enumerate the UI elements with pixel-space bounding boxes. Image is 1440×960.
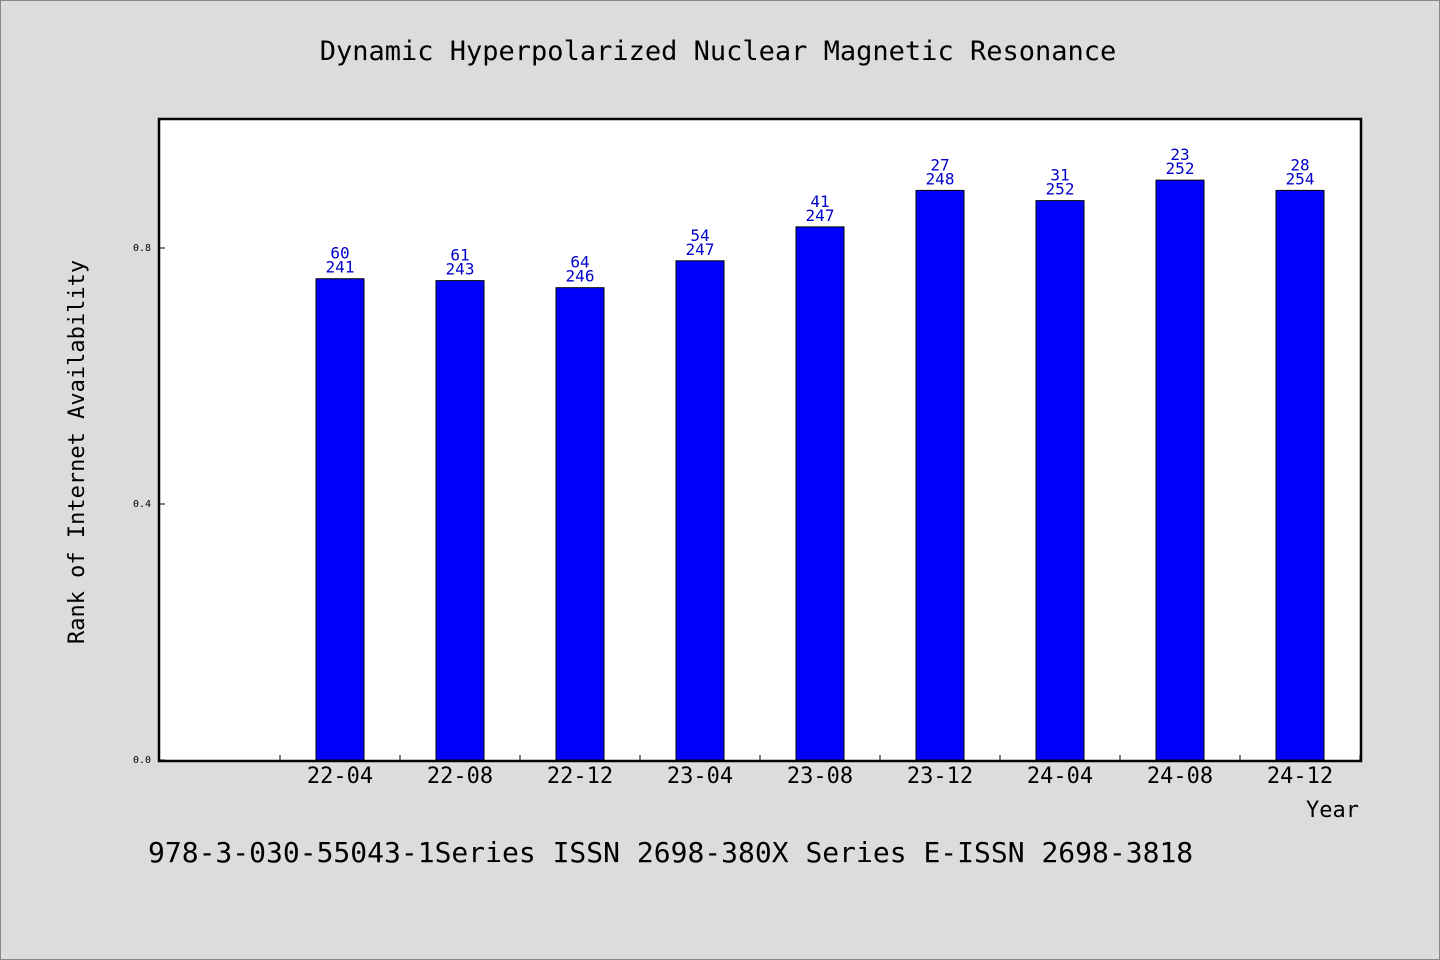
bar	[675, 260, 725, 761]
y-tick-label: 0.4	[133, 499, 151, 510]
bar-label-top: 64	[570, 253, 589, 272]
bar	[1155, 179, 1205, 761]
y-tick-label: 0.8	[133, 243, 151, 254]
bar	[795, 226, 845, 761]
bar-label-bottom: 241	[326, 258, 355, 277]
x-tick-label: 24-08	[1147, 764, 1213, 789]
bar-label-bottom: 243	[446, 260, 475, 279]
footer-isbn-text: 978-3-030-55043-1Series ISSN 2698-380X S…	[148, 836, 1193, 869]
x-tick-label: 24-04	[1027, 764, 1093, 789]
chart-title: Dynamic Hyperpolarized Nuclear Magnetic …	[320, 36, 1117, 67]
bar-label-bottom: 252	[1166, 159, 1195, 178]
bar-label-top: 60	[330, 244, 349, 263]
bar-label-bottom: 248	[926, 169, 955, 188]
bar-label-top: 54	[690, 226, 709, 245]
bar-label-top: 27	[930, 155, 949, 174]
bar-label-bottom: 252	[1046, 180, 1075, 199]
y-tick-label: 0.0	[133, 755, 151, 766]
x-axis-ticks: 22-04 22-08 22-12 23-04 23-08 23-12 24-04 24-08…	[279, 755, 1361, 789]
x-tick-label: 22-12	[547, 764, 613, 789]
bar-label-top: 41	[810, 192, 829, 211]
x-tick-label: 23-12	[907, 764, 973, 789]
bar	[435, 280, 485, 761]
bars	[315, 179, 1325, 761]
bar	[1275, 189, 1325, 761]
x-tick-label: 23-04	[667, 764, 733, 789]
y-axis-ticks: 0.0 0.4 0.8	[133, 243, 165, 766]
bar-label-top: 31	[1050, 166, 1069, 185]
bar-label-top: 23	[1170, 145, 1189, 164]
bar	[555, 287, 605, 761]
bar-label-bottom: 247	[686, 240, 715, 259]
bar-label-bottom: 246	[566, 267, 595, 286]
x-tick-label: 22-08	[427, 764, 493, 789]
x-tick-label: 24-12	[1267, 764, 1333, 789]
bar-label-bottom: 254	[1286, 169, 1315, 188]
bar	[315, 278, 365, 761]
bar-label-bottom: 247	[806, 206, 835, 225]
x-tick-label: 22-04	[307, 764, 373, 789]
x-axis-label: Year	[1306, 798, 1359, 823]
y-axis-label: Rank of Internet Availability	[65, 260, 90, 644]
bar	[1035, 200, 1085, 761]
bar-label-top: 61	[450, 246, 469, 265]
bar	[915, 189, 965, 761]
x-tick-label: 23-08	[787, 764, 853, 789]
bar-label-top: 28	[1290, 155, 1309, 174]
